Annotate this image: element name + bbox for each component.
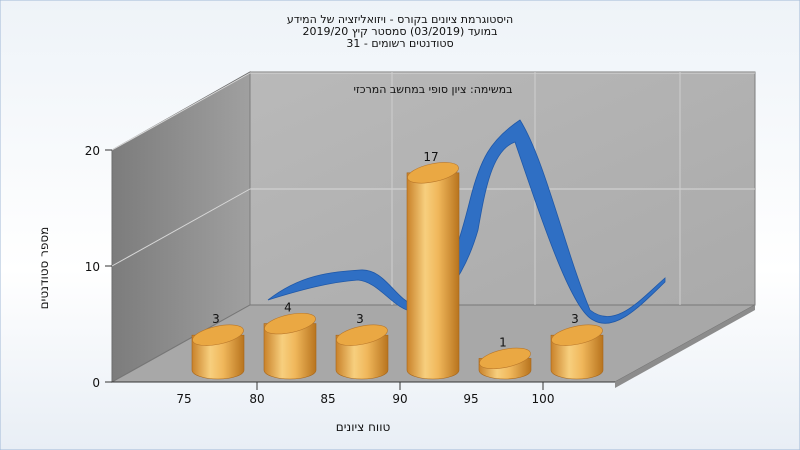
x-tick-label-75: 75 [176,392,191,406]
x-axis-label: טווח ציונים [336,420,391,434]
bar-body-75 [191,334,245,380]
chart-title-line-3: 31 - סטודנטים רשומים [346,37,453,50]
gridline-side-10 [111,188,251,267]
y-tick-label-10: 10 [85,260,100,274]
x-tick-label-85: 85 [320,392,335,406]
data-label-75: 3 [212,312,220,326]
bar-top-95 [479,347,531,370]
bar-top-75 [192,324,244,346]
bar-body-100 [550,334,604,380]
bar-body-85 [335,334,389,380]
gridline-side-20 [111,72,251,151]
x-tick-label-90: 90 [392,392,407,406]
bar-100: 3 [550,312,604,380]
bar-body-80 [263,323,317,380]
chart-subtitle: במשימה: ציון סופי במחשב המרכזי [353,83,512,96]
data-label-90: 17 [423,150,438,164]
data-label-95: 1 [499,335,507,349]
bar-85: 3 [335,312,389,380]
bar-95: 1 [478,335,532,380]
chart-title-line-2: במועד (03/2019) סמסטר קיץ 2019/20 [303,25,498,38]
chart-title-line-1: היסטוגרמת ציונים בקורס - ויזואליזציה של … [287,13,513,26]
bar-90: 17 [406,150,460,380]
y-axis-label: מספר סטודנטים [37,227,51,310]
bar-body-90 [406,172,460,380]
data-label-80: 4 [284,301,292,315]
bar-top-100 [551,324,603,346]
x-tick-label-95: 95 [463,392,478,406]
x-axis-ticks [256,382,544,390]
x-tick-label-80: 80 [249,392,264,406]
x-tick-label-100: 100 [532,392,555,406]
floor-edge [615,305,755,388]
data-label-85: 3 [356,312,364,326]
bar-80: 4 [263,301,317,380]
bar-top-80 [264,312,316,335]
y-axis: 20 10 0 [85,144,112,390]
y-tick-label-20: 20 [85,144,100,158]
data-label-100: 3 [571,312,579,326]
bar-75: 3 [191,312,245,380]
bar-top-85 [336,324,388,346]
y-tick-label-0: 0 [92,376,100,390]
bar-top-90 [407,162,459,184]
